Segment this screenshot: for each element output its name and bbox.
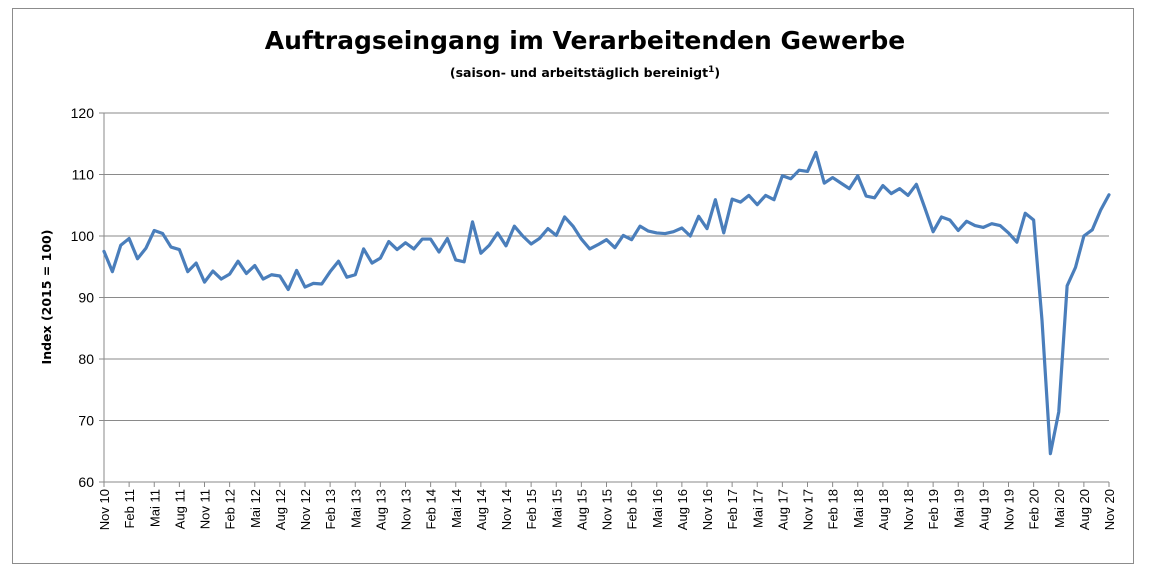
y-tick-label-100: 100 [71,228,95,244]
x-tick-label: Mai 14 [449,489,464,528]
subtitle-superscript: 1 [708,65,714,75]
y-tick-label-110: 110 [72,167,95,183]
x-tick-label: Feb 18 [826,489,841,529]
x-tick-label: Aug 16 [675,489,690,530]
x-tick-label: Aug 19 [976,489,991,530]
x-tick-label: Nov 14 [499,489,514,530]
y-tick-label-60: 60 [78,474,94,490]
x-tick-label: Nov 15 [600,489,615,530]
x-tick-label: Aug 15 [574,489,589,530]
x-tick-label: Feb 19 [926,489,941,529]
x-tick-label: Aug 11 [172,489,187,529]
subtitle-text: (saison- und arbeitstäglich bereinigt [450,65,708,80]
x-tick-label: Nov 13 [399,489,414,530]
series-line [102,150,1111,456]
x-tick-label: Mai 13 [348,489,363,528]
x-tick-label: Aug 17 [775,489,790,530]
x-tick-label: Mai 12 [248,489,263,528]
x-tick-label: Aug 14 [474,489,489,530]
x-tick-label: Nov 17 [801,489,816,530]
x-tick-label: Nov 20 [1102,489,1117,530]
x-tick-label: Feb 15 [524,489,539,529]
x-tick-label: Feb 12 [223,489,238,529]
x-tick-label: Nov 18 [901,489,916,530]
y-tick-label-120: 120 [71,105,95,121]
x-tick-label: Feb 11 [122,489,137,529]
x-tick-label: Mai 20 [1052,489,1067,528]
x-tick-label: Nov 19 [1002,489,1017,530]
y-tick-label-70: 70 [78,413,94,429]
y-axis-label: Index (2015 = 100) [39,230,54,365]
x-tick-label: Mai 16 [650,489,665,528]
x-tick-label: Aug 12 [273,489,288,530]
gridlines [104,112,1109,421]
x-tick-label: Mai 15 [549,489,564,528]
x-tick-label: Feb 20 [1027,489,1042,529]
y-tick-label-80: 80 [78,351,94,367]
x-tick-labels: Nov 10 Feb 11 Mai 11 Aug 11 Nov 11 Feb 12 Mai … [97,489,1117,530]
x-tick-label: Aug 20 [1077,489,1092,530]
x-tick-label: Nov 10 [97,489,112,530]
x-tick-label: Nov 11 [198,489,213,529]
y-tick-labels: 60 70 80 90 100 110 120 [71,105,95,490]
x-tick-label: Nov 12 [298,489,313,530]
chart-frame [12,8,1134,564]
x-tick-label: Aug 13 [373,489,388,530]
x-tick-label: Mai 18 [851,489,866,528]
x-tick-label: Mai 17 [750,489,765,528]
subtitle-close: ) [714,65,720,80]
chart-subtitle: (saison- und arbeitstäglich bereinigt1) [450,65,720,80]
chart-title: Auftragseingang im Verarbeitenden Gewerb… [265,26,905,55]
y-tick-label-90: 90 [78,290,94,306]
series-layer [102,150,1111,456]
x-tick-label: Mai 19 [951,489,966,528]
x-tick-label: Mai 11 [147,489,162,527]
axes [99,112,1110,487]
x-tick-label: Nov 16 [700,489,715,530]
x-tick-label: Feb 17 [725,489,740,529]
x-tick-label: Feb 14 [424,489,439,529]
x-tick-label: Feb 16 [625,489,640,529]
x-tick-label: Feb 13 [323,489,338,529]
x-tick-label: Aug 18 [876,489,891,530]
